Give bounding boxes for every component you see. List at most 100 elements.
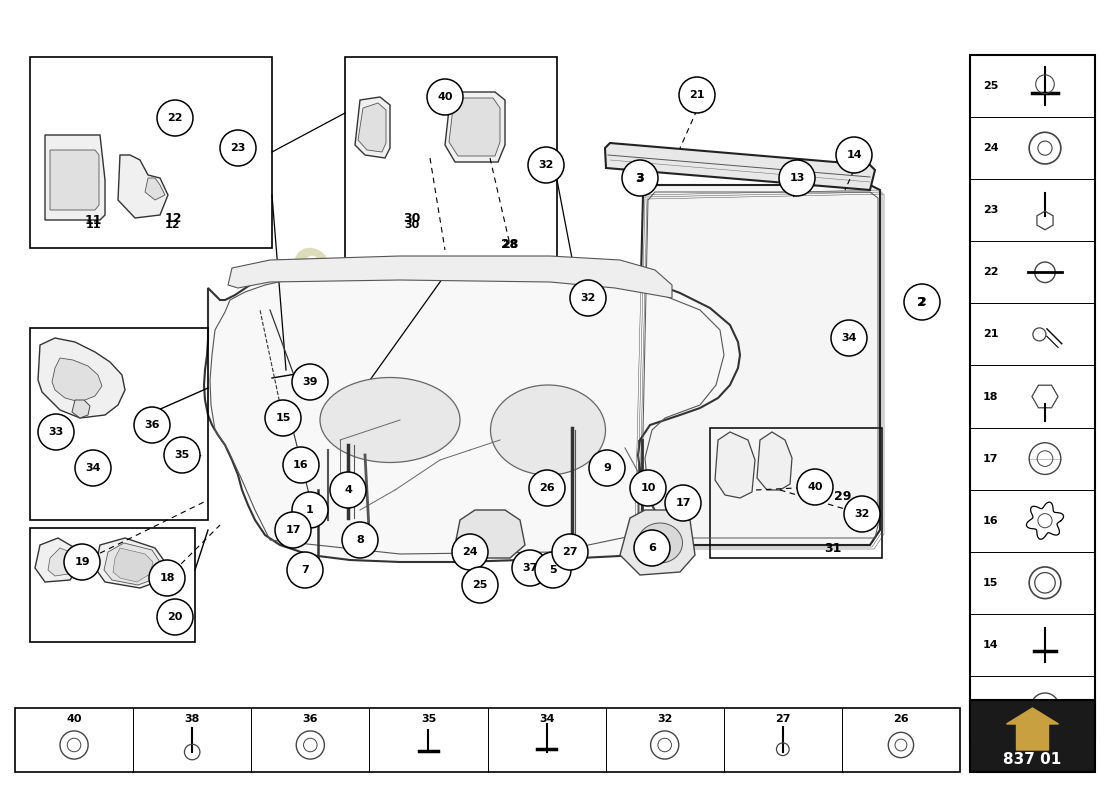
Text: 21: 21 (690, 90, 705, 100)
Text: 20: 20 (167, 612, 183, 622)
Bar (970, 55, 1094, 738)
Polygon shape (39, 338, 125, 418)
Circle shape (330, 472, 366, 508)
Text: 35: 35 (175, 450, 189, 460)
Polygon shape (635, 185, 880, 545)
Text: 18: 18 (160, 573, 175, 583)
Text: 9: 9 (603, 463, 611, 473)
Text: 14: 14 (983, 640, 999, 650)
Circle shape (134, 407, 170, 443)
Text: 16: 16 (983, 516, 999, 526)
Circle shape (552, 534, 589, 570)
Text: 39: 39 (302, 377, 318, 387)
Circle shape (292, 364, 328, 400)
Polygon shape (72, 400, 90, 418)
Polygon shape (52, 358, 102, 402)
Circle shape (666, 485, 701, 521)
Circle shape (836, 137, 872, 173)
Text: 11: 11 (86, 220, 101, 230)
Polygon shape (50, 150, 99, 210)
Text: 36: 36 (144, 420, 159, 430)
Text: 19: 19 (74, 557, 90, 567)
Bar (30, 328, 208, 520)
Text: 25: 25 (472, 580, 487, 590)
Text: 15: 15 (983, 578, 999, 588)
Text: 2: 2 (918, 297, 926, 307)
Text: 30: 30 (404, 211, 420, 225)
Text: 25: 25 (983, 81, 999, 91)
Circle shape (452, 534, 488, 570)
Text: 22: 22 (167, 113, 183, 123)
Circle shape (157, 100, 192, 136)
Circle shape (292, 492, 328, 528)
Circle shape (634, 530, 670, 566)
Polygon shape (355, 97, 390, 158)
Text: 28: 28 (503, 240, 518, 250)
Circle shape (621, 160, 658, 196)
Bar (15, 708, 960, 772)
Circle shape (512, 550, 548, 586)
Polygon shape (118, 155, 168, 218)
Text: a passion for cars since 1985: a passion for cars since 1985 (256, 356, 580, 524)
Text: 23: 23 (983, 206, 999, 215)
Bar (345, 57, 557, 268)
Text: 14: 14 (846, 150, 861, 160)
Ellipse shape (320, 378, 460, 462)
Text: 38: 38 (185, 714, 200, 724)
Ellipse shape (491, 385, 605, 475)
Text: 40: 40 (807, 482, 823, 492)
Text: 8: 8 (356, 535, 364, 545)
Text: 13: 13 (983, 702, 999, 712)
Polygon shape (113, 548, 153, 582)
Bar (970, 700, 1094, 772)
Text: 10: 10 (640, 483, 656, 493)
Circle shape (570, 280, 606, 316)
Text: 11: 11 (85, 214, 101, 226)
Text: 24: 24 (462, 547, 477, 557)
Polygon shape (455, 510, 525, 558)
Circle shape (283, 447, 319, 483)
Text: 28: 28 (502, 238, 519, 251)
Circle shape (679, 77, 715, 113)
Text: 21: 21 (983, 330, 999, 339)
Circle shape (64, 544, 100, 580)
Circle shape (844, 496, 880, 532)
Text: 24: 24 (983, 143, 999, 153)
Text: 36: 36 (302, 714, 318, 724)
Text: 837 01: 837 01 (1003, 753, 1062, 767)
Text: 23: 23 (230, 143, 245, 153)
Text: 33: 33 (48, 427, 64, 437)
Circle shape (220, 130, 256, 166)
Circle shape (39, 414, 74, 450)
Circle shape (287, 552, 323, 588)
Circle shape (75, 450, 111, 486)
Text: 4: 4 (344, 485, 352, 495)
Text: 5: 5 (549, 565, 557, 575)
Text: 32: 32 (581, 293, 596, 303)
Text: 12: 12 (164, 211, 182, 225)
Circle shape (275, 512, 311, 548)
Text: 22: 22 (983, 267, 999, 278)
Polygon shape (1006, 708, 1058, 750)
Text: 30: 30 (405, 220, 419, 230)
Polygon shape (757, 432, 792, 490)
Text: 1: 1 (306, 505, 313, 515)
Text: 40: 40 (438, 92, 453, 102)
Circle shape (529, 470, 565, 506)
Text: 32: 32 (657, 714, 672, 724)
Polygon shape (715, 432, 755, 498)
Polygon shape (446, 92, 505, 162)
Text: 6: 6 (648, 543, 656, 553)
Text: 7: 7 (301, 565, 309, 575)
Circle shape (630, 470, 666, 506)
Text: 27: 27 (776, 714, 791, 724)
Text: 17: 17 (285, 525, 300, 535)
Text: 3: 3 (636, 173, 644, 183)
Circle shape (164, 437, 200, 473)
Circle shape (342, 522, 378, 558)
Text: 34: 34 (539, 714, 554, 724)
Polygon shape (605, 143, 874, 190)
Text: 37: 37 (522, 563, 538, 573)
Text: 18: 18 (983, 391, 999, 402)
Polygon shape (45, 135, 104, 220)
